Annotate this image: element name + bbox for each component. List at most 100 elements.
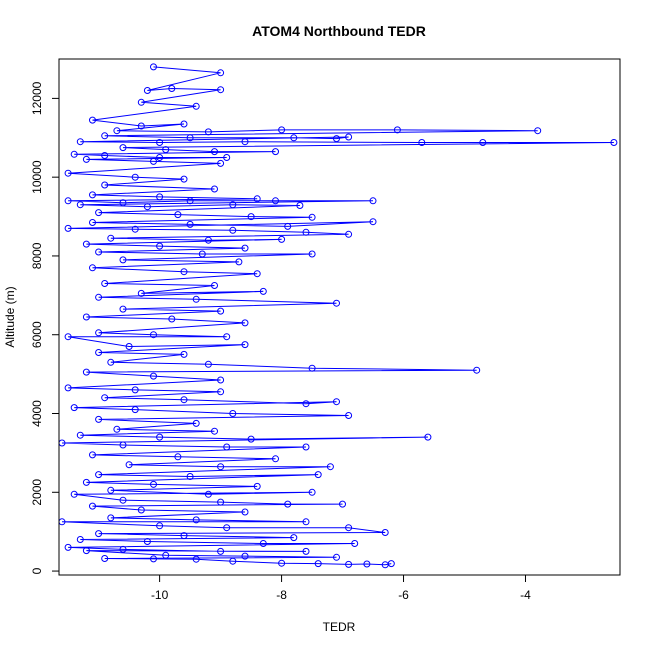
data-point bbox=[308, 250, 316, 258]
data-point bbox=[131, 225, 139, 233]
data-point bbox=[211, 148, 218, 156]
data-point bbox=[150, 63, 157, 71]
data-point bbox=[101, 152, 109, 159]
data-point bbox=[150, 555, 157, 563]
data-point bbox=[241, 319, 249, 327]
data-point bbox=[314, 560, 322, 568]
x-tick-label: -6 bbox=[398, 588, 409, 602]
data-point bbox=[333, 299, 340, 307]
data-point bbox=[192, 555, 200, 563]
data-point bbox=[150, 372, 157, 380]
data-point bbox=[217, 388, 225, 396]
data-point bbox=[393, 126, 401, 134]
data-point bbox=[95, 530, 103, 538]
data-point bbox=[168, 315, 176, 323]
data-point bbox=[180, 350, 188, 358]
data-point bbox=[95, 248, 103, 256]
data-point bbox=[473, 366, 481, 374]
data-point bbox=[143, 87, 151, 94]
data-point bbox=[217, 463, 225, 471]
data-point bbox=[89, 451, 96, 459]
data-point bbox=[168, 85, 176, 92]
data-point bbox=[89, 191, 96, 199]
data-point bbox=[235, 258, 243, 266]
data-point bbox=[387, 560, 395, 568]
data-point bbox=[64, 197, 72, 205]
data-point bbox=[95, 293, 103, 301]
data-point bbox=[186, 134, 194, 142]
data-point bbox=[278, 235, 286, 243]
data-point bbox=[345, 230, 353, 238]
data-point bbox=[95, 329, 103, 337]
data-point bbox=[119, 305, 127, 313]
data-point bbox=[479, 139, 487, 146]
data-point bbox=[180, 532, 188, 540]
data-point bbox=[137, 506, 145, 514]
data-point bbox=[131, 386, 139, 394]
data-point bbox=[82, 313, 90, 321]
data-point bbox=[119, 256, 127, 264]
data-point bbox=[82, 547, 90, 555]
data-point bbox=[351, 540, 359, 547]
x-axis: -10 -8 -6 -4 bbox=[151, 574, 531, 602]
data-point bbox=[296, 202, 304, 209]
data-point bbox=[534, 127, 542, 135]
data-point bbox=[284, 500, 292, 508]
y-tick-label: 4000 bbox=[30, 400, 44, 427]
data-point bbox=[156, 193, 164, 201]
data-point bbox=[424, 433, 432, 441]
data-point bbox=[156, 242, 164, 250]
data-point bbox=[326, 463, 334, 471]
data-point bbox=[162, 551, 170, 559]
data-point bbox=[119, 496, 127, 504]
data-point bbox=[131, 173, 139, 181]
data-point bbox=[345, 133, 353, 141]
y-tick-label: 2000 bbox=[30, 479, 44, 506]
data-point bbox=[223, 443, 231, 451]
data-point bbox=[125, 461, 133, 469]
data-point bbox=[119, 545, 127, 553]
data-point bbox=[290, 534, 298, 542]
data-point bbox=[64, 224, 72, 232]
data-point bbox=[64, 333, 72, 341]
data-point bbox=[610, 139, 618, 146]
data-point bbox=[76, 536, 84, 543]
data-point bbox=[150, 331, 157, 339]
data-point bbox=[150, 480, 157, 488]
data-point bbox=[333, 398, 340, 406]
data-point bbox=[272, 197, 279, 205]
data-point bbox=[333, 135, 340, 143]
data-point bbox=[156, 154, 164, 161]
data-point bbox=[308, 213, 316, 221]
data-point bbox=[101, 280, 109, 287]
data-point bbox=[223, 524, 231, 532]
data-point bbox=[89, 219, 96, 226]
data-point bbox=[241, 552, 249, 560]
data-point bbox=[137, 122, 145, 130]
data-point bbox=[119, 441, 127, 449]
x-tick-label: -4 bbox=[520, 588, 531, 602]
data-point bbox=[192, 419, 200, 427]
data-point bbox=[308, 488, 316, 496]
data-point bbox=[253, 270, 261, 278]
x-tick-label: -10 bbox=[151, 588, 169, 602]
data-point bbox=[302, 400, 310, 408]
data-point bbox=[241, 244, 249, 252]
data-point bbox=[76, 431, 84, 439]
data-point bbox=[107, 514, 115, 522]
x-tick-label: -8 bbox=[276, 588, 287, 602]
data-point bbox=[217, 307, 225, 315]
data-point bbox=[363, 560, 371, 568]
y-tick-label: 10000 bbox=[30, 160, 44, 194]
data-point bbox=[64, 384, 72, 392]
data-point bbox=[345, 412, 353, 419]
data-point bbox=[290, 134, 298, 142]
data-point bbox=[89, 502, 96, 510]
data-point bbox=[345, 560, 353, 568]
data-point bbox=[272, 148, 279, 156]
data-point bbox=[82, 155, 90, 163]
data-point bbox=[70, 404, 78, 412]
data-point bbox=[314, 471, 322, 479]
data-point bbox=[259, 540, 267, 547]
